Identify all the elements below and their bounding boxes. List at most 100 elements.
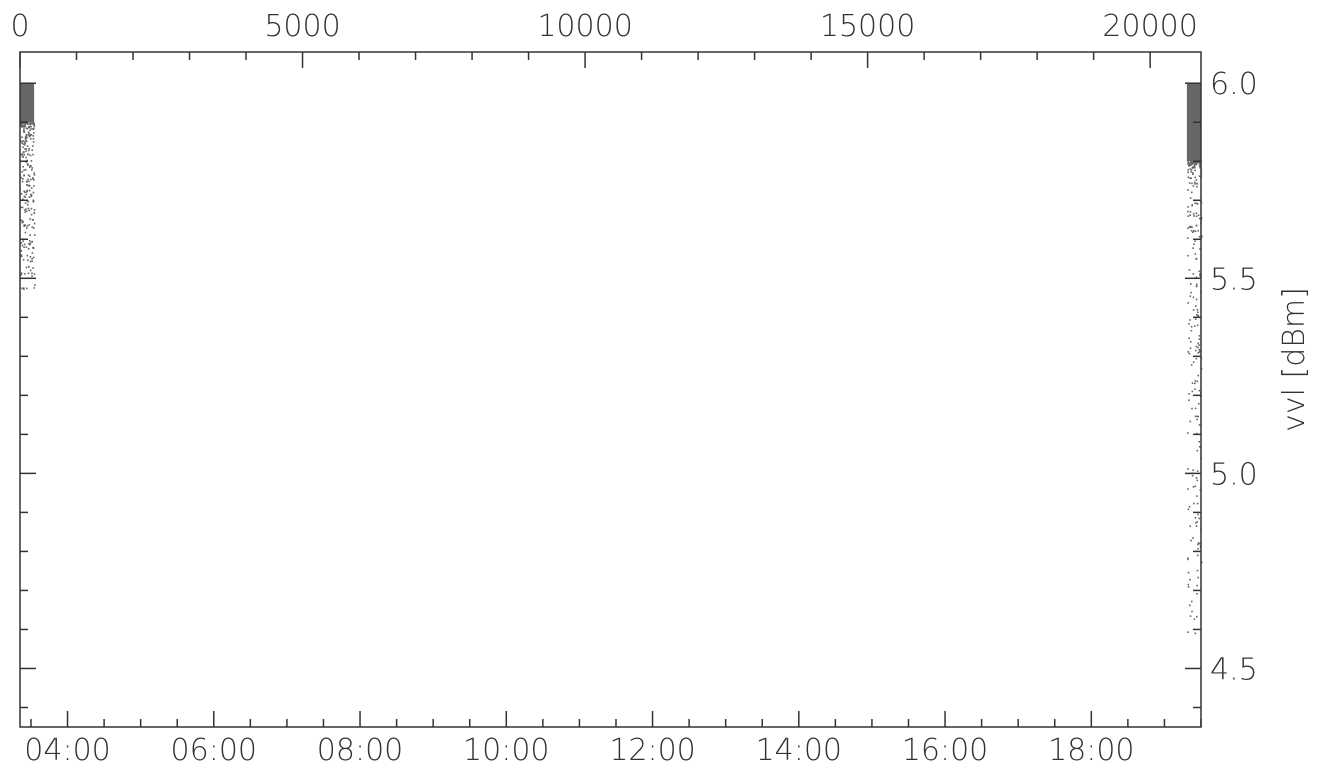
data-point — [1187, 171, 1189, 174]
data-point — [1192, 309, 1195, 311]
data-point — [28, 122, 31, 125]
bottom-tick-label: 16:00 — [902, 733, 988, 766]
data-point — [1187, 508, 1190, 511]
data-point — [1193, 166, 1196, 169]
data-point — [28, 196, 31, 198]
data-point — [24, 231, 27, 234]
data-point — [24, 202, 27, 204]
axis-ticks — [19, 52, 1202, 727]
data-point — [33, 222, 36, 225]
data-point — [1191, 182, 1193, 185]
data-point — [1187, 586, 1190, 588]
data-point — [23, 246, 25, 248]
data-point — [1193, 243, 1195, 246]
data-point — [20, 273, 22, 276]
data-point — [1191, 161, 1194, 164]
data-point — [20, 153, 23, 156]
data-point — [28, 184, 30, 187]
data-point — [1199, 350, 1201, 353]
data-point — [1194, 485, 1197, 488]
data-point — [1197, 374, 1200, 377]
data-point — [27, 200, 29, 203]
data-point — [1195, 162, 1198, 164]
data-point — [22, 165, 24, 168]
data-point — [26, 181, 28, 183]
data-point — [25, 140, 28, 143]
data-point — [27, 243, 30, 245]
data-point — [29, 269, 32, 272]
data-point — [1194, 161, 1196, 163]
data-point — [1194, 517, 1197, 519]
data-point — [32, 191, 35, 194]
data-point — [33, 287, 36, 289]
data-point — [1187, 571, 1190, 574]
data-point — [23, 288, 25, 291]
data-point — [29, 242, 32, 244]
data-point — [22, 240, 24, 242]
data-point — [1197, 230, 1199, 232]
data-point — [1188, 162, 1190, 165]
data-point — [27, 126, 30, 128]
data-point — [23, 122, 25, 124]
bottom-tick-label: 12:00 — [609, 733, 695, 766]
data-point — [1196, 324, 1199, 327]
data-point — [30, 134, 32, 136]
data-point — [1195, 477, 1198, 479]
data-point — [1188, 226, 1191, 228]
data-point — [1192, 247, 1194, 249]
data-point — [20, 206, 22, 209]
plot-frame — [19, 51, 1202, 728]
data-point — [1194, 253, 1197, 255]
data-point — [27, 259, 29, 261]
y-tick-label: 4.5 — [1210, 652, 1258, 687]
data-point — [23, 126, 25, 128]
data-point — [28, 126, 30, 129]
data-point — [26, 225, 29, 227]
data-point — [1194, 318, 1197, 320]
data-point — [32, 256, 35, 259]
data-point — [24, 196, 27, 199]
data-point — [25, 135, 28, 138]
data-point — [1196, 161, 1198, 164]
data-point — [1197, 342, 1199, 345]
data-point — [1197, 576, 1199, 579]
data-point — [1196, 203, 1199, 205]
data-point — [1192, 537, 1194, 539]
data-point — [1197, 214, 1200, 217]
data-point — [29, 154, 32, 157]
data-point — [30, 195, 33, 198]
data-point — [1196, 502, 1199, 505]
data-point — [1193, 325, 1196, 327]
data-point — [32, 128, 35, 131]
data-point — [1199, 275, 1201, 277]
data-point — [1189, 197, 1192, 199]
data-point — [25, 161, 28, 163]
data-point — [1187, 351, 1190, 353]
data-point — [22, 258, 25, 261]
data-point — [1189, 578, 1191, 581]
data-point — [26, 180, 28, 182]
data-point — [1186, 237, 1189, 239]
data-point — [1199, 167, 1202, 169]
data-point — [1190, 169, 1193, 171]
data-point — [21, 244, 24, 247]
data-point — [1189, 604, 1191, 607]
data-point — [1197, 346, 1199, 349]
bottom-tick-label: 10:00 — [463, 733, 549, 766]
data-point — [33, 212, 36, 214]
data-point — [1190, 340, 1192, 343]
data-point — [20, 176, 22, 179]
data-point — [1189, 225, 1192, 228]
data-point — [26, 184, 28, 186]
data-point — [31, 219, 34, 221]
data-point — [1197, 542, 1200, 544]
data-point — [28, 132, 31, 135]
bottom-tick-label: 14:00 — [756, 733, 842, 766]
data-point — [21, 142, 23, 144]
data-point — [22, 198, 24, 201]
data-point — [1187, 161, 1190, 163]
data-point — [1197, 548, 1199, 550]
data-point — [1188, 269, 1191, 271]
y-tick-label: 6.0 — [1210, 67, 1258, 102]
data-point — [1189, 525, 1192, 528]
